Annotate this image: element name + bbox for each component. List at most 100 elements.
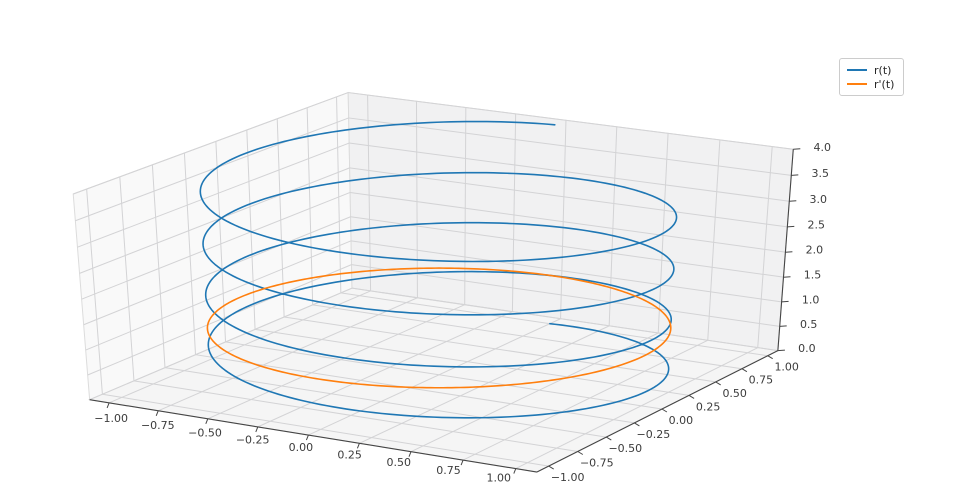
gridline-z-right-wall	[349, 167, 788, 228]
gridline-y-wall	[86, 189, 103, 395]
gridline-z-left-wall	[87, 264, 352, 376]
y-tick-label: −0.75	[580, 457, 614, 470]
x-tick-mark	[305, 434, 309, 441]
y-tick-mark	[548, 465, 554, 470]
z-tick-label: 4.0	[814, 141, 832, 154]
x-tick-mark	[155, 410, 159, 416]
gridline-y-floor	[312, 304, 742, 370]
gridline-z-right-wall	[351, 287, 778, 352]
legend-item-rt: r(t)	[847, 63, 894, 77]
gridline-x-wall	[608, 126, 618, 326]
x-tick-label: 0.50	[387, 456, 412, 469]
gridline-z-right-wall	[351, 264, 780, 327]
legend-item-rprime: r'(t)	[847, 77, 894, 91]
y-tick-label: 1.00	[774, 361, 799, 374]
gridline-z-left-wall	[89, 287, 353, 401]
x-tick-mark	[513, 468, 517, 474]
y-axis-line	[536, 350, 779, 473]
z-tick-mark	[783, 276, 791, 278]
gridline-z-left-wall	[85, 240, 352, 351]
y-tick-label: −0.50	[608, 442, 642, 455]
y-tick-mark	[634, 422, 640, 427]
gridline-z-right-wall	[348, 92, 794, 150]
y-tick-mark	[661, 408, 668, 413]
legend-label-rt: r(t)	[874, 63, 892, 77]
legend: r(t) r'(t)	[839, 58, 905, 96]
gridline-y-wall	[306, 107, 314, 305]
z-tick-label: 0.5	[800, 318, 818, 331]
x-tick-mark	[356, 443, 360, 449]
x-tick-label: 1.00	[487, 472, 512, 485]
gridline-z-left-wall	[81, 191, 351, 300]
gridline-z-left-wall	[77, 142, 350, 248]
gridline-z-left-wall	[75, 117, 349, 222]
z-tick-label: 3.0	[810, 193, 828, 206]
gridline-y-floor	[254, 328, 690, 396]
z-tick-label: 2.0	[806, 244, 824, 257]
gridline-z-right-wall	[348, 117, 792, 176]
gridline-z-left-wall	[83, 216, 351, 326]
gridline-x-wall	[757, 146, 773, 348]
z-tick-label: 1.0	[802, 293, 820, 306]
x-tick-label: −0.25	[236, 434, 270, 447]
z-tick-mark	[785, 251, 793, 253]
x-tick-mark	[205, 418, 209, 424]
y-tick-mark	[715, 381, 721, 386]
gridline-z-right-wall	[350, 191, 786, 253]
x-tick-label: −1.00	[94, 412, 128, 425]
legend-line-swatch-rt	[847, 69, 867, 71]
gridline-y-wall	[215, 141, 227, 342]
gridline-y-floor	[195, 354, 635, 424]
x-axis-line	[89, 399, 538, 473]
y-tick-mark	[577, 451, 584, 455]
y-tick-mark	[606, 436, 612, 441]
y-tick-mark	[767, 355, 773, 360]
z-tick-mark	[779, 325, 787, 327]
y-tick-label: 0.75	[749, 374, 774, 387]
y-tick-label: 0.50	[722, 387, 747, 400]
gridline-x-wall	[511, 113, 517, 312]
z-tick-mark	[791, 174, 799, 176]
curve-r-prime-t	[206, 267, 672, 389]
y-tick-mark	[741, 368, 748, 373]
y-tick-label: 0.25	[696, 400, 721, 413]
x-tick-mark	[460, 459, 464, 466]
gridline-y-floor	[133, 380, 578, 452]
y-tick-label: 0.00	[669, 414, 694, 427]
gridline-y-wall	[151, 164, 166, 368]
z-tick-mark	[787, 225, 795, 228]
gridline-y-wall	[246, 129, 256, 330]
x-tick-mark	[408, 451, 412, 457]
gridline-z-right-wall	[350, 240, 782, 303]
y-tick-label: −0.25	[637, 428, 671, 441]
gridline-y-floor	[225, 341, 663, 410]
z-tick-mark	[777, 349, 785, 352]
gridline-x-wall	[707, 139, 721, 341]
x-tick-mark	[106, 402, 110, 409]
tick-group: −1.00−0.75−0.50−0.250.000.250.500.751.00…	[94, 141, 831, 485]
z-tick-label: 0.0	[798, 342, 816, 355]
gridline-x-wall	[415, 101, 418, 298]
z-tick-mark	[789, 200, 797, 202]
legend-label-rprime: r'(t)	[874, 77, 895, 91]
gridline-z-right-wall	[350, 216, 784, 278]
z-tick-label: 1.5	[804, 269, 822, 282]
gridline-y-wall	[119, 176, 135, 381]
x-tick-mark	[255, 426, 259, 433]
x-tick-label: 0.75	[436, 464, 461, 477]
y-tick-mark	[688, 394, 695, 399]
z-tick-label: 3.5	[812, 167, 830, 180]
z-tick-mark	[781, 300, 789, 303]
z-tick-mark	[793, 148, 801, 150]
gridline-y-floor	[102, 393, 549, 467]
gridline-z-left-wall	[73, 92, 349, 195]
gridline-y-wall	[336, 96, 342, 293]
gridline-z-left-wall	[79, 167, 350, 274]
legend-line-swatch-rprime	[847, 83, 867, 85]
gridline-x-wall	[560, 120, 567, 319]
y-tick-label: −1.00	[551, 471, 585, 484]
x-tick-label: 0.25	[337, 449, 362, 462]
gridline-y-floor	[284, 316, 716, 383]
